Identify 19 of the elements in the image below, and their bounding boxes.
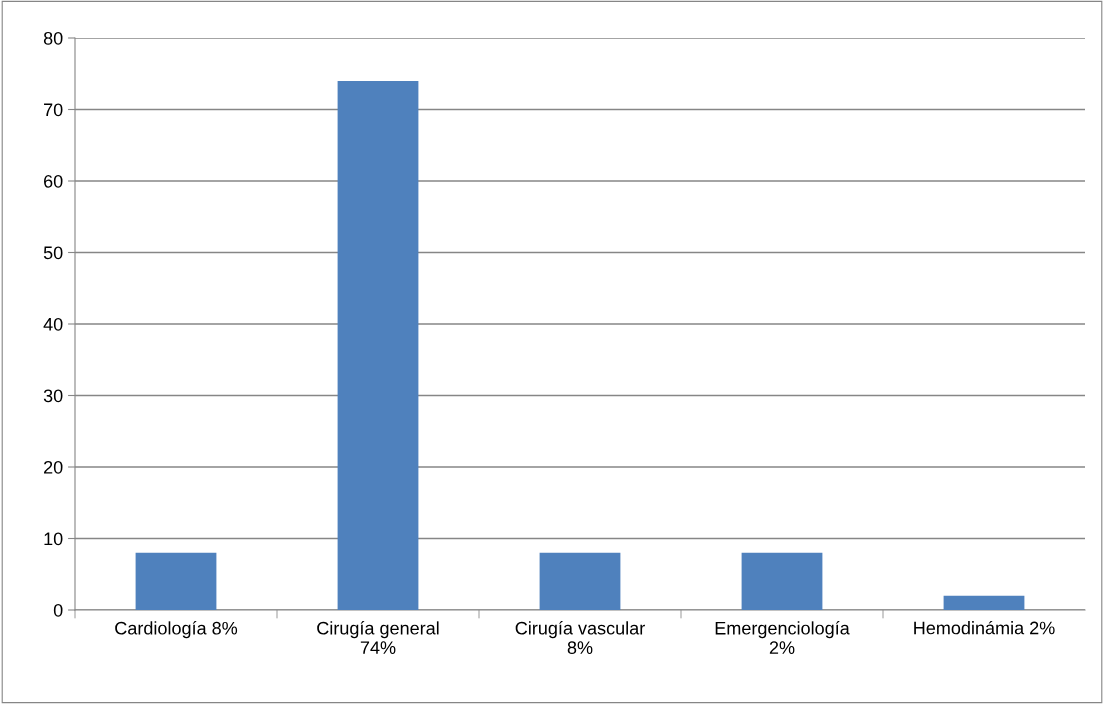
x-tick-label: Hemodinámia 2% (914, 620, 1055, 635)
y-tick-label: 30 (43, 389, 63, 403)
bar (135, 552, 217, 610)
y-tick-label: 60 (44, 174, 63, 188)
y-tick-label: 80 (43, 31, 63, 45)
bar (741, 552, 823, 610)
y-tick-label: 40 (43, 317, 63, 331)
x-tick-label: Emergenciología 2% (715, 621, 850, 654)
y-tick-label: 0 (53, 603, 63, 617)
y-tick-label: 20 (44, 460, 63, 474)
bar (943, 595, 1025, 610)
y-tick-label: 10 (44, 532, 63, 546)
y-tick-label: 70 (44, 103, 63, 117)
bar (337, 80, 419, 610)
bar (539, 552, 621, 610)
x-tick-label: Cirugía general 74% (317, 621, 439, 654)
y-tick-label: 50 (43, 246, 63, 260)
x-tick-label: Cardiología 8% (115, 621, 238, 639)
x-tick-label: Cirugía vascular 8% (515, 621, 645, 655)
